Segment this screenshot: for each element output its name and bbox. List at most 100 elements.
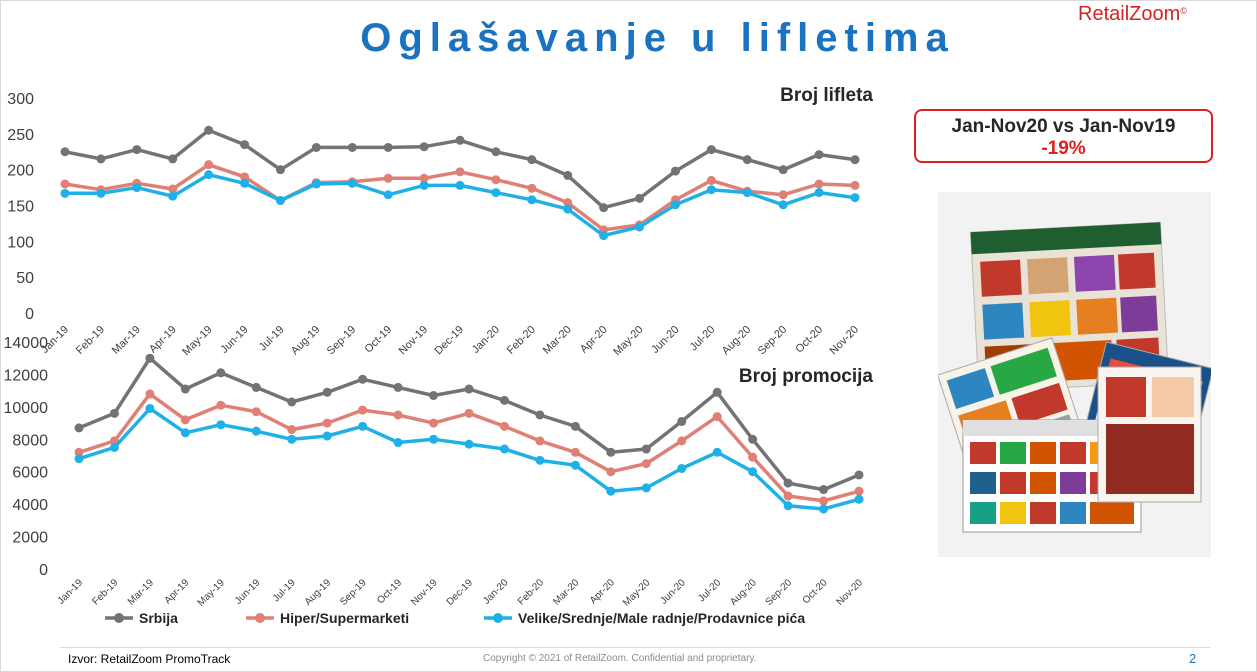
data-point: [358, 421, 368, 431]
legend-swatch-marker: [114, 613, 124, 623]
data-point: [606, 447, 616, 457]
series-promocije-2: [74, 403, 864, 514]
y-tick-label: 300: [7, 91, 34, 108]
data-point: [850, 193, 860, 203]
data-point: [819, 485, 829, 495]
retailzoom-logo: RetailZoom©: [1078, 3, 1187, 26]
x-tick-label: Apr-19: [147, 324, 179, 356]
x-tick-label: Nov-19: [397, 324, 431, 358]
data-point: [216, 368, 226, 378]
legend-label: Hiper/Supermarketi: [280, 610, 409, 626]
data-point: [706, 175, 716, 185]
x-tick-label: Jun-19: [233, 577, 263, 607]
data-point: [322, 387, 332, 397]
y-tick-label: 14000: [4, 335, 49, 352]
data-point: [783, 478, 793, 488]
x-tick-label: Jun-20: [649, 324, 681, 356]
page-number: 2: [1189, 651, 1197, 666]
copyright-note: Copyright © 2021 of RetailZoom. Confiden…: [483, 653, 757, 664]
data-point: [499, 421, 509, 431]
legend-swatch-marker: [255, 613, 265, 623]
data-point: [535, 410, 545, 420]
data-point: [819, 504, 829, 514]
data-point: [712, 447, 722, 457]
data-point: [60, 188, 70, 198]
x-tick-label: Mar-20: [541, 324, 574, 357]
data-point: [814, 150, 824, 160]
data-point: [419, 173, 429, 183]
data-point: [635, 193, 645, 203]
data-point: [347, 178, 357, 188]
y-tick-label: 100: [7, 234, 34, 251]
data-point: [854, 494, 864, 504]
data-point: [180, 428, 190, 438]
data-point: [778, 190, 788, 200]
data-point: [455, 135, 465, 145]
x-tick-label: Jul-19: [271, 577, 298, 604]
data-point: [570, 447, 580, 457]
data-point: [60, 179, 70, 189]
data-point: [854, 486, 864, 496]
data-point: [778, 165, 788, 175]
data-point: [677, 436, 687, 446]
logo-mark: ©: [1180, 6, 1187, 16]
data-point: [535, 436, 545, 446]
data-point: [850, 180, 860, 190]
x-tick-label: Sep-19: [325, 324, 359, 358]
legend-item: Srbija: [105, 610, 178, 626]
data-point: [419, 142, 429, 152]
data-point: [535, 455, 545, 465]
data-point: [814, 179, 824, 189]
data-point: [742, 155, 752, 165]
data-point: [499, 444, 509, 454]
data-point: [109, 408, 119, 418]
data-point: [748, 452, 758, 462]
data-point: [168, 191, 178, 201]
data-point: [783, 491, 793, 501]
y-tick-label: 50: [16, 270, 34, 287]
data-point: [429, 434, 439, 444]
data-point: [783, 501, 793, 511]
data-point: [287, 425, 297, 435]
y-tick-label: 4000: [12, 497, 48, 514]
x-tick-label: Aug-20: [720, 324, 754, 358]
kpi-period-label: Jan-Nov20 vs Jan-Nov19: [951, 116, 1176, 137]
x-tick-label: Jul-20: [696, 577, 723, 604]
x-tick-label: Apr-20: [578, 324, 610, 356]
data-point: [275, 165, 285, 175]
chart-legend: Srbija Hiper/Supermarketi Velike/Srednje/M…: [105, 610, 805, 626]
data-point: [96, 188, 106, 198]
data-point: [491, 175, 501, 185]
x-tick-label: Aug-19: [303, 577, 334, 608]
data-point: [74, 447, 84, 457]
data-point: [204, 160, 214, 170]
data-point: [204, 125, 214, 135]
data-point: [251, 382, 261, 392]
logo-text: RetailZoom: [1078, 3, 1181, 25]
y-tick-label: 6000: [12, 465, 48, 482]
data-point: [74, 454, 84, 464]
data-point: [429, 391, 439, 401]
data-point: [109, 442, 119, 452]
data-point: [275, 195, 285, 205]
data-point: [563, 198, 573, 208]
y-tick-label: 0: [25, 306, 34, 323]
x-tick-label: Sep-19: [338, 577, 369, 608]
data-point: [742, 188, 752, 198]
y-tick-label: 150: [7, 199, 34, 216]
y-tick-label: 0: [39, 562, 48, 579]
x-tick-label: Nov-20: [828, 324, 862, 358]
x-tick-label: Jun-20: [658, 577, 688, 607]
data-point: [606, 467, 616, 477]
x-tick-label: Jan-20: [481, 577, 511, 607]
data-point: [240, 178, 250, 188]
page-title: Oglašavanje u lifletima: [360, 16, 955, 60]
data-point: [419, 180, 429, 190]
data-point: [287, 434, 297, 444]
x-tick-label: Jun-19: [218, 324, 250, 356]
data-point: [96, 154, 106, 164]
data-point: [499, 395, 509, 405]
data-point: [854, 470, 864, 480]
